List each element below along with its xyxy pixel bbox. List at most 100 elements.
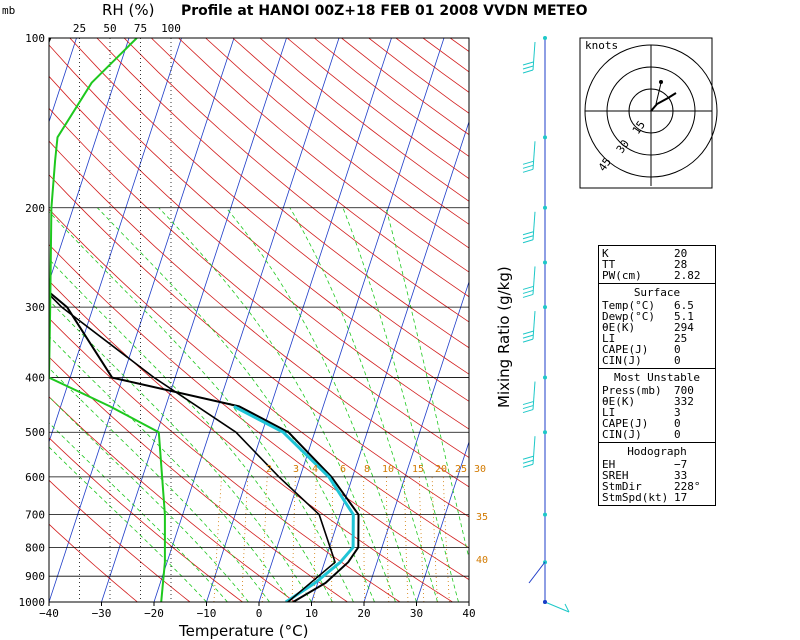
rh-tick-label: 100 <box>161 22 181 35</box>
x-axis-label: Temperature (°C) <box>178 622 308 640</box>
wind-level-marker <box>543 305 547 310</box>
profile-series <box>49 38 360 602</box>
storm-motion-vector <box>655 82 662 105</box>
mixing-ratio-tick-label: 30 <box>474 464 486 475</box>
temperature-tick-label: 40 <box>462 607 475 620</box>
wind-barb-flag <box>522 168 534 173</box>
pressure-tick-label: 200 <box>25 202 45 215</box>
wind-barb-flag <box>522 455 534 460</box>
wind-barb <box>528 561 546 584</box>
pressure-tick-label: 900 <box>25 570 45 583</box>
index-value: 6.5 <box>674 299 694 312</box>
mixing-ratio-line <box>331 476 334 602</box>
index-label: LI <box>602 406 616 419</box>
isotherm-line <box>49 38 235 602</box>
temperature-tick-label: −40 <box>39 607 59 620</box>
dry-adiabat-line <box>178 38 469 273</box>
indices-hodograph-section: Hodograph EH −7 SREH 33 StmDir 228° StmSpd(… <box>599 442 715 505</box>
parcel-line <box>49 293 336 602</box>
rh-tick-label: 25 <box>73 22 86 35</box>
dry-adiabat-line <box>123 38 469 323</box>
isotherm-line <box>258 38 445 602</box>
index-value: 0 <box>674 417 681 430</box>
temperature-tick-label: 0 <box>256 607 263 620</box>
mixing-ratio-tick-label: 3 <box>293 464 299 475</box>
wind-barb-flag <box>522 61 534 66</box>
index-value: 20 <box>674 247 688 260</box>
mixing-ratio-line <box>363 476 365 602</box>
index-value: 0 <box>674 354 681 367</box>
dry-adiabat-line <box>49 317 401 602</box>
mixing-ratio-axis-label: Mixing Ratio (g/kg) <box>495 266 513 408</box>
dry-adiabat-line <box>49 479 191 602</box>
pressure-unit-label: mb <box>2 4 15 17</box>
moist-adiabat-line <box>225 207 417 602</box>
isotherm-line <box>153 38 340 602</box>
pressure-tick-label: 500 <box>25 426 45 439</box>
temperature-line <box>49 38 360 602</box>
dry-adiabat-line <box>49 437 243 602</box>
mixing-ratio-tick-label: 20 <box>435 464 447 475</box>
index-label: CAPE(J) <box>602 343 649 356</box>
indices-most-unstable-section: Most Unstable Press(mb) 700 θE(K) 332 LI 3 … <box>599 368 715 442</box>
wind-level-marker <box>543 600 547 604</box>
index-label: θE(K) <box>602 321 636 334</box>
wind-barb-flag <box>522 69 534 74</box>
index-value: 700 <box>674 384 694 397</box>
wind-barb-flag <box>522 334 534 339</box>
dry-adiabat-line <box>49 523 138 602</box>
wind-barb <box>532 41 536 71</box>
isotherm-line <box>416 440 469 602</box>
wind-barb-flag <box>522 239 534 244</box>
dry-adiabat-line <box>69 38 469 375</box>
rh-tick-label: 50 <box>103 22 116 35</box>
rh-line <box>49 38 166 602</box>
wind-barb-column <box>522 36 570 613</box>
index-label: StmDir <box>602 480 642 493</box>
hodograph-unit-label: knots <box>585 39 618 52</box>
index-label: LI <box>602 332 616 345</box>
isotherm-line <box>49 38 182 444</box>
wind-barb <box>544 601 570 613</box>
wind-barb-flag <box>522 293 534 298</box>
index-value: 0 <box>674 428 681 441</box>
temperature-tick-label: −10 <box>197 607 217 620</box>
index-label: Temp(°C) <box>602 299 655 312</box>
pressure-tick-label: 400 <box>25 372 45 385</box>
index-value: 33 <box>674 469 688 482</box>
axis-ticks: 2 3 4 6 8 10 15 20 25 303540100200300400500600700… <box>19 22 489 620</box>
pressure-tick-label: 800 <box>25 541 45 554</box>
wind-barb-flag <box>522 459 534 464</box>
dry-adiabat-line <box>96 38 469 349</box>
mixing-ratio-tick-label: 25 <box>455 464 467 475</box>
index-value: 25 <box>674 332 688 345</box>
wind-barb-flag <box>522 338 534 343</box>
dry-adiabat-line <box>49 107 469 459</box>
wind-barb <box>532 436 536 465</box>
moist-adiabat-line <box>289 207 438 602</box>
wind-barb-flag <box>564 603 570 613</box>
wind-barb <box>532 211 536 240</box>
mixing-ratio-tick-label: 15 <box>412 464 424 475</box>
index-label: StmSpd(kt) <box>602 491 669 504</box>
mixing-ratio-tick-label: 6 <box>340 464 346 475</box>
dry-adiabat-line <box>49 75 469 430</box>
index-value: 294 <box>674 321 694 334</box>
pressure-tick-label: 600 <box>25 471 45 484</box>
moist-adiabat-lines <box>49 207 469 602</box>
section-heading: Most Unstable <box>613 371 701 384</box>
section-heading: Surface <box>633 286 681 299</box>
wind-barb-flag <box>522 330 534 335</box>
chart-title: Profile at HANOI 00Z+18 FEB 01 2008 VVDN… <box>181 3 588 19</box>
wind-level-marker <box>543 36 547 40</box>
mixing-ratio-line <box>213 476 222 602</box>
index-label: Dewp(°C) <box>602 310 655 323</box>
temperature-tick-label: 10 <box>305 607 318 620</box>
hodograph-frame <box>579 37 713 189</box>
storm-motion-point <box>659 80 663 84</box>
temperature-tick-label: −30 <box>92 607 112 620</box>
index-label: CAPE(J) <box>602 417 649 430</box>
isotherm-line <box>206 38 392 602</box>
mixing-ratio-line <box>261 476 268 602</box>
